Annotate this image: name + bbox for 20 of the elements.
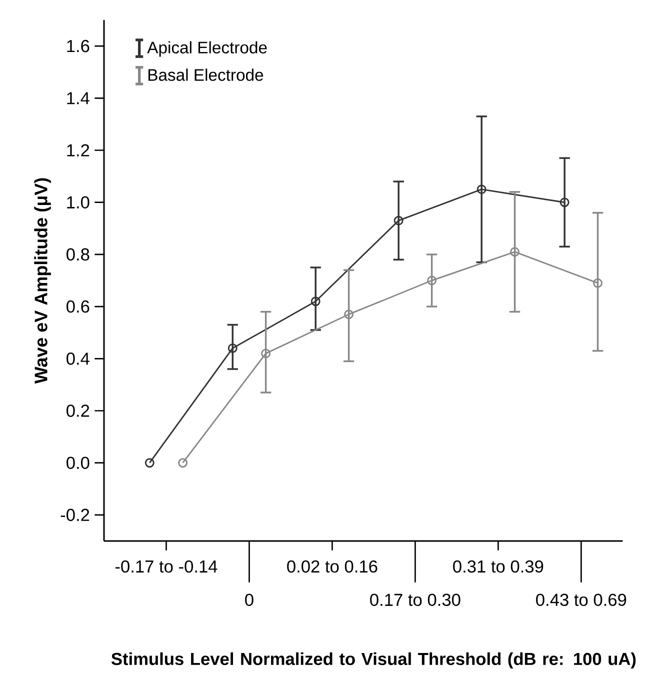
y-tick-label: 1.0	[67, 196, 90, 208]
x-tick-label: 0.17 to 0.30	[370, 594, 460, 606]
x-axis-title: Stimulus Level Normalized to Visual Threshold (dB re: 100 uA)	[111, 652, 636, 669]
x-tick-label: -0.17 to -0.14	[115, 560, 218, 573]
y-tick-label: 1.4	[67, 92, 90, 104]
y-tick-label: -0.2	[60, 508, 90, 522]
x-tick-label: 0.31 to 0.39	[453, 560, 544, 573]
y-tick-label: 0.8	[66, 248, 90, 261]
y-axis-title: Wave eV Amplitude (μV)	[34, 178, 51, 384]
y-tick-label: 0.4	[66, 352, 90, 365]
x-tick-label: 0.02 to 0.16	[287, 560, 378, 573]
y-tick-label: 0.0	[66, 456, 90, 469]
x-tick-label: 0.43 to 0.69	[536, 594, 626, 606]
y-tick-label: 1.2	[67, 144, 90, 156]
x-tick-label: 0	[245, 594, 254, 606]
legend-label: Basal Electrode	[148, 68, 264, 81]
y-tick-label: 0.2	[66, 404, 90, 417]
y-tick-label: 1.6	[67, 40, 90, 52]
y-tick-label: 0.6	[66, 300, 90, 313]
legend-label: Apical Electrode	[147, 41, 267, 57]
